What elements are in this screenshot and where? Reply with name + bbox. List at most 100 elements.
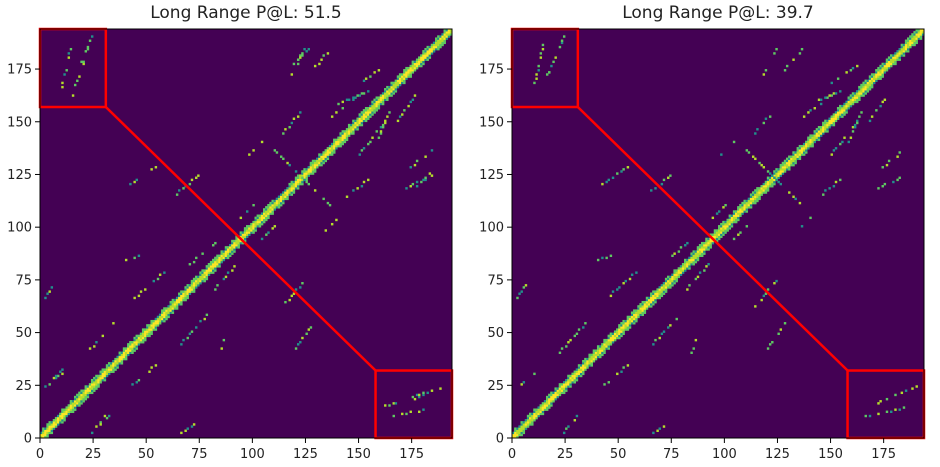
contact-cell <box>911 387 914 390</box>
contact-cell <box>696 258 700 262</box>
contact-cell <box>909 37 912 40</box>
contact-cell <box>135 178 138 182</box>
contact-cell <box>428 50 432 53</box>
contact-cell <box>892 58 895 61</box>
contact-cell <box>794 155 797 158</box>
contact-cell <box>773 182 776 186</box>
contact-cell <box>826 119 829 123</box>
contact-cell <box>269 212 272 215</box>
contact-cell <box>73 402 77 405</box>
contact-cell <box>209 271 213 274</box>
contact-cell <box>218 263 221 266</box>
contact-cell <box>641 305 644 308</box>
contact-cell <box>42 433 45 437</box>
contact-cell <box>586 364 589 367</box>
contact-cell <box>73 404 77 407</box>
contact-cell <box>828 119 831 123</box>
contact-cell <box>626 326 630 329</box>
contact-cell <box>843 104 846 108</box>
contact-cell <box>54 425 58 428</box>
contact-cell <box>794 157 797 161</box>
contact-cell <box>881 185 884 188</box>
contact-cell <box>868 85 872 89</box>
contact-cell <box>877 69 880 72</box>
contact-cell <box>379 96 383 99</box>
contact-cell <box>701 252 704 255</box>
contact-cell <box>88 385 92 388</box>
contact-cell <box>290 180 294 184</box>
contact-cell <box>341 134 344 137</box>
contact-cell <box>673 281 676 285</box>
contact-cell <box>367 117 370 120</box>
contact-cell <box>214 269 217 272</box>
contact-cell <box>286 195 289 198</box>
contact-cell <box>186 290 189 293</box>
contact-cell <box>730 214 734 217</box>
contact-cell <box>847 107 850 110</box>
contact-cell <box>830 119 833 123</box>
contact-cell <box>347 130 351 133</box>
contact-cell <box>805 142 808 146</box>
contact-cell <box>630 322 634 325</box>
contact-cell <box>652 290 655 293</box>
contact-cell <box>764 117 768 120</box>
contact-cell <box>403 69 406 72</box>
contact-cell <box>120 351 124 354</box>
contact-cell <box>243 233 247 236</box>
contact-cell <box>133 341 136 344</box>
contact-cell <box>118 355 122 359</box>
contact-cell <box>798 157 802 161</box>
contact-cell <box>101 374 105 378</box>
y-tick-label: 50 <box>487 326 504 341</box>
contact-cell <box>701 246 704 249</box>
contact-cell <box>161 311 164 314</box>
contact-cell <box>435 41 438 45</box>
contact-cell <box>807 144 810 148</box>
contact-cell <box>326 157 330 161</box>
contact-cell <box>524 419 528 422</box>
contact-cell <box>545 404 549 407</box>
contact-cell <box>830 121 833 125</box>
contact-cell <box>347 125 351 129</box>
contact-cell <box>807 147 810 150</box>
contact-cell <box>267 206 270 209</box>
contact-cell <box>919 33 923 36</box>
contact-cell <box>233 265 236 268</box>
contact-cell <box>715 233 719 236</box>
contact-cell <box>516 433 519 437</box>
contact-cell <box>144 336 147 340</box>
contact-cell <box>42 435 45 439</box>
contact-cell <box>69 47 73 51</box>
contact-cell <box>95 425 98 428</box>
contact-cell <box>375 109 378 112</box>
contact-cell <box>163 271 166 274</box>
contact-cell <box>904 47 908 51</box>
contact-cell <box>609 332 613 336</box>
contact-cell <box>441 43 444 47</box>
contact-cell <box>352 128 355 131</box>
contact-cell <box>601 347 604 350</box>
contact-cell <box>913 33 916 36</box>
contact-cell <box>819 102 823 106</box>
contact-cell <box>40 431 43 435</box>
contact-cell <box>688 267 691 270</box>
contact-cell <box>163 309 166 312</box>
contact-cell <box>231 248 234 251</box>
diagonal-contact-band <box>40 29 453 439</box>
contact-cell <box>301 336 304 340</box>
contact-cell <box>396 79 400 83</box>
contact-cell <box>873 81 876 85</box>
contact-cell <box>290 185 294 188</box>
contact-cell <box>745 206 749 209</box>
contact-cell <box>299 111 302 114</box>
contact-cell <box>554 395 557 399</box>
contact-cell <box>282 199 285 203</box>
contact-cell <box>692 252 695 255</box>
contact-cell <box>703 246 706 249</box>
contact-cell <box>146 330 149 333</box>
contact-cell <box>422 408 425 411</box>
contact-cell <box>178 296 181 300</box>
contact-cell <box>150 319 153 323</box>
contact-cell <box>150 332 153 336</box>
contact-cell <box>144 332 147 336</box>
